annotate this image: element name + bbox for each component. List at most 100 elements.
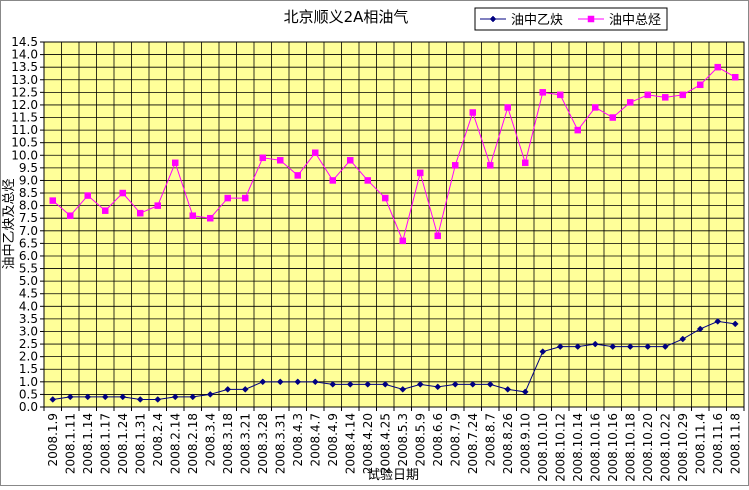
y-axis-label: 油中乙炔及总烃: [2, 178, 17, 269]
x-tick-label: 2008.4.3: [291, 413, 305, 466]
data-point: [731, 320, 739, 328]
x-tick-label: 2008.10.29: [676, 413, 690, 482]
y-tick-label: 11.5: [11, 111, 38, 125]
y-tick-label: 2.5: [19, 337, 38, 351]
y-tick-label: 9.5: [19, 161, 38, 175]
data-point: [587, 15, 595, 23]
data-point: [137, 209, 144, 217]
data-point: [451, 380, 459, 388]
series-line: [52, 320, 736, 400]
data-point: [102, 207, 109, 214]
data-point: [486, 380, 494, 388]
data-point: [679, 91, 686, 99]
data-point: [172, 159, 179, 167]
data-point: [504, 104, 511, 111]
data-point: [609, 114, 616, 121]
data-point: [487, 162, 494, 169]
x-tick-label: 2008.1.17: [98, 413, 112, 474]
y-tick-label: 6.5: [19, 236, 38, 250]
data-point: [66, 393, 74, 401]
data-point: [417, 169, 424, 177]
data-point: [294, 172, 301, 179]
x-tick-label: 2008.4.14: [343, 413, 357, 474]
x-tick-label: 2008.1.31: [133, 413, 147, 474]
y-tick-label: 2.0: [19, 350, 38, 364]
data-point: [714, 318, 722, 325]
data-point: [276, 378, 284, 386]
data-point: [416, 380, 424, 388]
data-point: [661, 343, 669, 350]
x-tick-label: 2008.10.20: [641, 413, 655, 482]
x-tick-label: 2008.3.4: [203, 413, 217, 466]
x-tick-label: 2008.2.4: [151, 413, 165, 466]
x-tick-label: 2008.7.24: [466, 413, 480, 474]
data-point: [119, 189, 126, 197]
x-tick-label: 2008.7.9: [448, 413, 462, 466]
data-point: [697, 81, 704, 89]
data-point: [522, 159, 529, 167]
data-point: [732, 73, 739, 81]
y-tick-label: 13.0: [11, 73, 38, 87]
data-point: [364, 177, 371, 184]
x-tick-label: 2008.11.4: [693, 413, 707, 474]
x-tick-label: 2008.4.25: [378, 413, 392, 474]
data-point: [434, 383, 442, 391]
y-tick-label: 8.5: [19, 186, 38, 200]
data-point: [592, 104, 599, 111]
data-point: [171, 393, 179, 401]
data-point: [662, 94, 669, 101]
data-point: [556, 343, 564, 350]
data-point: [67, 212, 74, 219]
data-point: [434, 232, 441, 240]
data-point: [329, 380, 337, 388]
data-point: [119, 393, 127, 401]
y-tick-label: 0.0: [19, 400, 38, 414]
data-point: [381, 380, 389, 388]
data-point: [207, 214, 214, 222]
x-tick-label: 2008.8.7: [483, 413, 497, 466]
x-tick-label: 2008.10.14: [571, 413, 585, 482]
data-point: [714, 63, 721, 71]
y-tick-label: 10.0: [11, 148, 38, 162]
x-tick-label: 2008.5.3: [396, 413, 410, 466]
y-tick-label: 0.5: [19, 387, 38, 401]
data-point: [696, 325, 704, 333]
x-tick-label: 2008.1.11: [63, 413, 77, 474]
y-tick-label: 4.5: [19, 287, 38, 301]
x-tick-label: 2008.1.14: [81, 413, 95, 474]
x-tick-label: 2008.11.8: [728, 413, 742, 474]
x-tick-label: 2008.4.7: [308, 413, 322, 466]
data-point: [154, 396, 162, 403]
data-point: [84, 192, 91, 199]
x-tick-label: 2008.5.9: [413, 413, 427, 466]
data-point: [504, 386, 512, 393]
data-point: [364, 380, 372, 388]
data-point: [347, 157, 354, 164]
x-tick-label: 2008.4.9: [326, 413, 340, 466]
y-tick-label: 12.5: [11, 85, 38, 99]
data-point: [399, 237, 406, 245]
x-tick-label: 2008.10.18: [623, 413, 637, 482]
data-point: [259, 154, 266, 162]
data-point: [277, 157, 284, 164]
y-tick-label: 6.0: [19, 249, 38, 263]
data-point: [679, 335, 687, 343]
data-point: [329, 177, 336, 184]
chart-title: 北京顺义2A相油气: [284, 8, 409, 26]
data-point: [644, 91, 651, 99]
y-tick-label: 14.0: [11, 48, 38, 62]
data-point: [49, 197, 56, 204]
y-tick-label: 7.5: [19, 211, 38, 225]
data-point: [644, 343, 652, 350]
data-point: [469, 380, 477, 388]
plot-border: [43, 41, 745, 408]
x-axis-label: 试验日期: [367, 467, 419, 483]
data-point: [539, 89, 546, 96]
data-point: [49, 396, 57, 403]
x-tick-label: 2008.3.18: [221, 413, 235, 474]
data-point: [346, 380, 354, 388]
y-tick-label: 5.5: [19, 262, 38, 276]
y-tick-label: 4.0: [19, 299, 38, 313]
x-tick-label: 2008.6.6: [431, 413, 445, 466]
y-tick-label: 11.0: [11, 123, 38, 137]
